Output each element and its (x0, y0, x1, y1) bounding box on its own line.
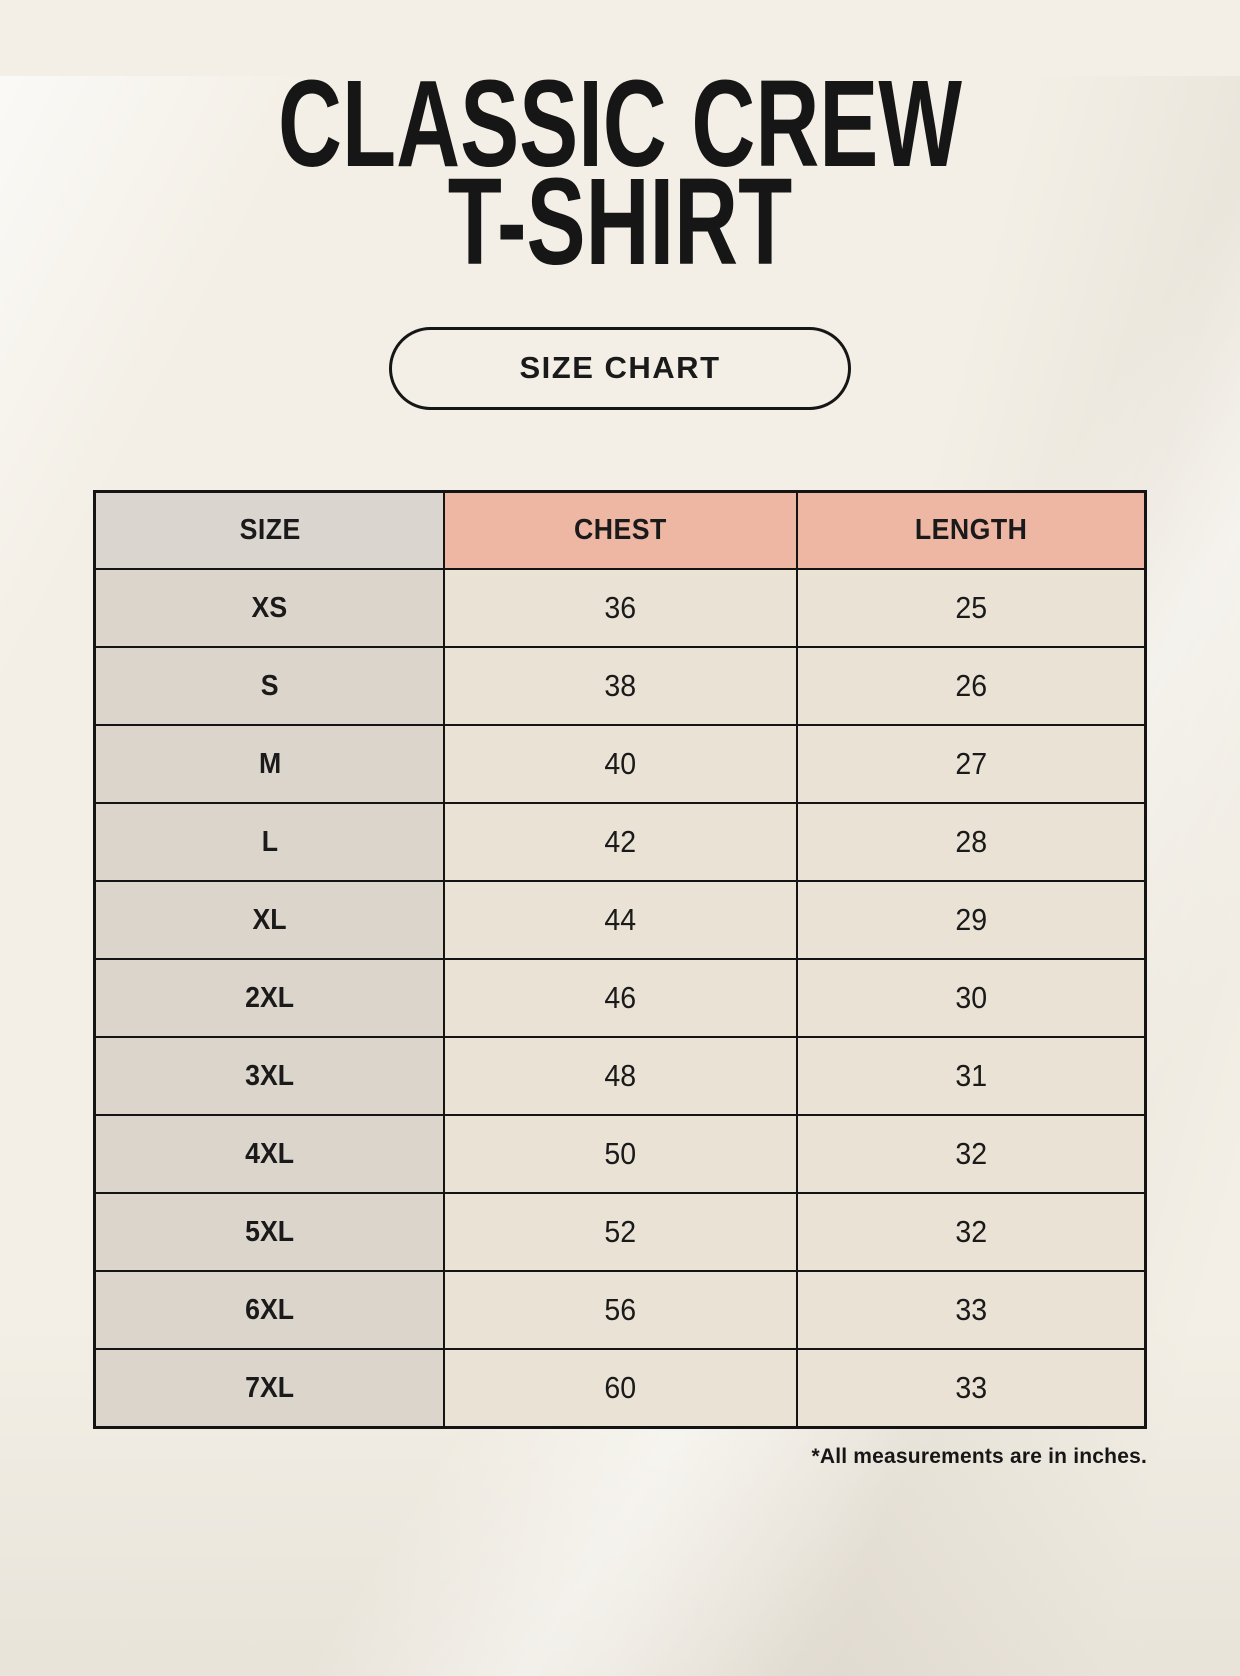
size-cell: 4XL (93, 1114, 446, 1195)
size-chart-button[interactable]: SIZE CHART (389, 326, 851, 410)
table-row: S 38 26 (93, 646, 1147, 727)
chest-cell: 56 (443, 1270, 798, 1351)
length-value: 25 (954, 590, 987, 626)
size-cell: 5XL (93, 1192, 446, 1273)
length-value: 30 (954, 980, 987, 1016)
chest-value: 40 (604, 746, 637, 782)
table-row: 6XL 56 33 (93, 1270, 1147, 1351)
chest-value: 36 (604, 590, 637, 626)
chest-value: 60 (604, 1370, 637, 1406)
size-cell: 7XL (93, 1348, 446, 1429)
length-value: 32 (954, 1214, 987, 1250)
column-header-chest-label: CHEST (574, 514, 667, 547)
length-cell: 31 (795, 1036, 1147, 1117)
chest-value: 46 (604, 980, 637, 1016)
size-label: 5XL (245, 1215, 295, 1248)
table-row: M 40 27 (93, 724, 1147, 805)
size-label: XS (251, 591, 288, 624)
table-row: 7XL 60 33 (93, 1348, 1147, 1429)
size-label: M (258, 747, 281, 780)
chest-value: 52 (604, 1214, 637, 1250)
length-cell: 32 (795, 1192, 1147, 1273)
chest-cell: 40 (443, 724, 798, 805)
length-cell: 33 (795, 1270, 1147, 1351)
chest-cell: 60 (443, 1348, 798, 1429)
chest-cell: 38 (443, 646, 798, 727)
chest-cell: 50 (443, 1114, 798, 1195)
table-row: L 42 28 (93, 802, 1147, 883)
length-value: 31 (954, 1058, 987, 1094)
length-cell: 26 (795, 646, 1147, 727)
title-line-1: CLASSIC CREW (278, 56, 962, 193)
table-row: XS 36 25 (93, 568, 1147, 649)
title-line-2: T-SHIRT (447, 154, 793, 292)
size-cell: 6XL (93, 1270, 446, 1351)
length-value: 29 (954, 902, 987, 938)
length-cell: 27 (795, 724, 1147, 805)
chest-value: 38 (604, 668, 637, 704)
length-cell: 28 (795, 802, 1147, 883)
length-value: 26 (954, 668, 987, 704)
measurements-footnote: *All measurements are in inches. (811, 1444, 1147, 1468)
chest-cell: 48 (443, 1036, 798, 1117)
size-cell: L (93, 802, 446, 883)
length-cell: 29 (795, 880, 1147, 961)
chest-value: 44 (604, 902, 637, 938)
length-value: 27 (954, 746, 987, 782)
table-row: 4XL 50 32 (93, 1114, 1147, 1195)
column-header-size: SIZE (93, 490, 446, 571)
chest-cell: 46 (443, 958, 798, 1039)
table-row: 3XL 48 31 (93, 1036, 1147, 1117)
size-label: XL (252, 903, 287, 936)
chest-value: 48 (604, 1058, 637, 1094)
length-cell: 30 (795, 958, 1147, 1039)
size-label: 3XL (245, 1059, 295, 1092)
length-cell: 32 (795, 1114, 1147, 1195)
size-cell: M (93, 724, 446, 805)
size-cell: XL (93, 880, 446, 961)
length-cell: 25 (795, 568, 1147, 649)
size-cell: XS (93, 568, 446, 649)
size-label: 7XL (245, 1371, 295, 1404)
size-cell: 2XL (93, 958, 446, 1039)
length-value: 33 (954, 1292, 987, 1328)
size-label: 6XL (245, 1293, 295, 1326)
column-header-size-label: SIZE (239, 514, 301, 547)
table-row: 2XL 46 30 (93, 958, 1147, 1039)
chest-value: 56 (604, 1292, 637, 1328)
column-header-chest: CHEST (443, 490, 798, 571)
size-chart-button-label: SIZE CHART (519, 350, 721, 386)
table-row: 5XL 52 32 (93, 1192, 1147, 1273)
chest-cell: 36 (443, 568, 798, 649)
chest-value: 42 (604, 824, 637, 860)
size-label: 2XL (245, 981, 295, 1014)
chest-cell: 42 (443, 802, 798, 883)
size-chart-page: CLASSIC CREW T-SHIRT SIZE CHART SIZE CHE… (0, 56, 1240, 1469)
column-header-length: LENGTH (795, 490, 1147, 571)
length-value: 33 (954, 1370, 987, 1406)
chest-cell: 44 (443, 880, 798, 961)
length-value: 28 (954, 824, 987, 860)
size-label: L (261, 825, 278, 858)
table-row: XL 44 29 (93, 880, 1147, 961)
page-title: CLASSIC CREW T-SHIRT (174, 56, 1067, 292)
size-label: S (260, 669, 279, 702)
length-cell: 33 (795, 1348, 1147, 1429)
size-cell: S (93, 646, 446, 727)
chest-cell: 52 (443, 1192, 798, 1273)
size-cell: 3XL (93, 1036, 446, 1117)
header-row: SIZE CHEST LENGTH (93, 490, 1147, 571)
column-header-length-label: LENGTH (914, 514, 1027, 547)
size-label: 4XL (245, 1137, 295, 1170)
chest-value: 50 (604, 1136, 637, 1172)
length-value: 32 (954, 1136, 987, 1172)
size-chart-table: SIZE CHEST LENGTH XS 36 25 S 38 26 M 40 … (93, 489, 1147, 1429)
